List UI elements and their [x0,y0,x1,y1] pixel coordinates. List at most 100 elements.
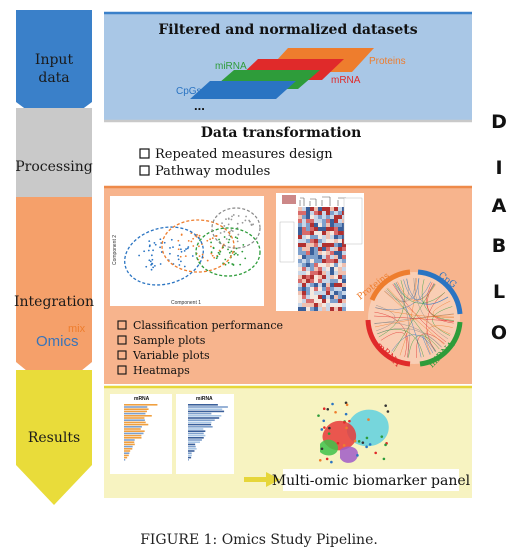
heatmap-cell [310,267,314,271]
stage-arrow-integration [16,197,92,393]
network-node [382,457,386,461]
barplot-bars-mirna [188,404,228,461]
sample-point [234,252,237,255]
heatmap-side-legend [279,221,295,263]
heatmap-cell [302,299,306,303]
heatmap-cell [318,283,322,287]
heatmap-cell [310,211,314,215]
heatmap-cell [330,223,334,227]
sample-point [231,263,234,265]
loading-bar [124,410,147,413]
heatmap-cell [306,215,310,219]
heatmap-cell [318,239,322,243]
heatmap-cell [334,275,338,279]
heatmap-cell [322,263,326,267]
circos-link [391,334,436,352]
sample-point [177,239,180,242]
heatmap-cell [302,219,306,223]
heatmap-cell [322,303,326,307]
heatmap-cell [310,259,314,263]
sample-point [227,261,230,264]
panel-integration: Component 1 Component 2 Classification p… [104,185,472,384]
network-nodes [317,401,390,464]
sample-point [145,265,148,268]
sample-point [236,222,239,225]
heatmap-cell [318,291,322,295]
heatmap-cell [302,247,306,251]
integration-bullet-box-4 [117,365,127,375]
heatmap-cell [306,223,310,227]
heatmap-cell [318,231,322,235]
sample-point [227,248,229,251]
sample-point [252,223,255,226]
network-node [368,443,372,446]
heatmap-cell [318,267,322,271]
loading-bar [188,428,204,430]
heatmap-cell [310,239,314,243]
heatmap-cell [302,303,306,307]
heatmap-cell [334,291,338,295]
circos-link [385,278,416,302]
heatmap-cell [318,227,322,231]
heatmap-cell [338,251,342,255]
heatmap-cell [306,251,310,255]
heatmap-cell [318,247,322,251]
sample-point [177,258,180,261]
heatmap-cell [310,219,314,223]
heatmap-legend [343,197,363,245]
heatmap-cell [322,243,326,247]
heatmap-cell [322,231,326,235]
heatmap-cell [318,271,322,275]
heatmap-cell [314,207,318,211]
circos-link [406,278,449,305]
sample-point [241,221,244,224]
heatmap-cell [338,255,342,259]
heatmap-cell [322,219,326,223]
sample-point [236,240,239,243]
loading-bar [188,430,206,432]
heatmap-cell [330,227,334,231]
heatmap-cell [334,223,338,227]
heatmap-cell [330,235,334,239]
heatmap-cell [314,211,318,215]
circos-link [425,325,453,355]
heatmap-cell [326,247,330,251]
heatmap-cell [342,279,346,283]
heatmap-cell [338,271,342,275]
sample-point [233,253,236,256]
heatmap-cell [330,239,334,243]
loading-bar [188,415,222,417]
heatmap-cell [306,255,310,259]
loading-bar [188,439,202,441]
heatmap-cell [318,251,322,255]
heatmap-cell [298,307,302,311]
heatmap-cell [298,231,302,235]
heatmap-cell [338,279,342,283]
sample-point [227,223,230,226]
network-node [357,440,361,443]
loading-bar [124,439,135,441]
sample-ellipse-orange [161,219,235,273]
heatmap-cell [302,243,306,247]
network-node [361,441,365,444]
heatmap-cell [326,227,330,231]
circos-arc-proteins [369,269,411,302]
heatmap-cell [318,259,322,263]
heatmap-cell [314,223,318,227]
heatmap-cell [334,219,338,223]
sample-point [153,241,156,244]
heatmap-cell [334,255,338,259]
heatmap-cell [302,251,306,255]
sample-point [159,246,161,249]
heatmap-cell [322,239,326,243]
network-node [331,402,334,406]
heatmap-cell [302,207,306,211]
heatmap-cell [298,275,302,279]
loading-bar [124,459,126,461]
sample-point [235,247,238,250]
sample-point [232,214,235,216]
loading-bar [188,459,189,461]
heatmap-cell [322,227,326,231]
processing-bullet-1: Repeated measures design [155,147,333,162]
heatmap-cell [330,243,334,247]
